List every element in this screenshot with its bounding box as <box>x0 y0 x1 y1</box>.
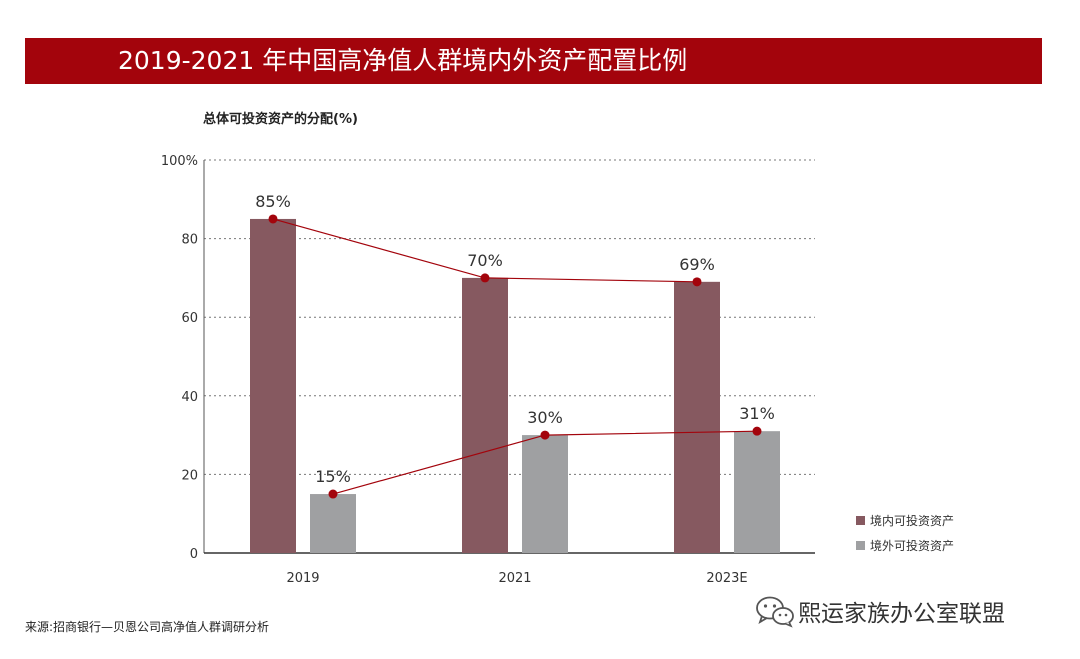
source-note: 来源:招商银行—贝恩公司高净值人群调研分析 <box>25 620 270 634</box>
x-tick-label: 2019 <box>286 571 319 586</box>
point-overseas <box>752 426 762 436</box>
x-tick-label: 2023E <box>706 571 747 586</box>
y-tick-label: 20 <box>181 468 198 483</box>
bar-overseas <box>734 431 780 553</box>
y-tick-label: 0 <box>190 547 198 562</box>
point-domestic <box>480 273 490 283</box>
point-overseas <box>328 489 338 499</box>
bar-overseas <box>310 494 356 553</box>
bar-overseas <box>522 435 568 553</box>
y-tick-label: 100% <box>161 154 198 169</box>
wechat-icon <box>756 596 794 628</box>
x-tick-label: 2021 <box>498 571 531 586</box>
y-tick-label: 60 <box>181 311 198 326</box>
data-label: 31% <box>739 404 775 423</box>
page-title: 2019-2021 年中国高净值人群境内外资产配置比例 <box>118 46 688 75</box>
bar-domestic <box>674 281 720 553</box>
y-tick-label: 80 <box>181 233 198 248</box>
bar-domestic <box>250 218 296 553</box>
point-domestic <box>268 214 278 224</box>
data-label: 69% <box>679 255 715 274</box>
data-label: 15% <box>315 467 351 486</box>
legend-swatch-overseas <box>856 541 865 550</box>
data-label: 85% <box>255 192 291 211</box>
watermark: 熙运家族办公室联盟 <box>754 594 1005 628</box>
point-overseas <box>540 430 550 440</box>
legend-label: 境外可投资资产 <box>870 538 954 553</box>
legend-label: 境内可投资资产 <box>870 513 954 528</box>
title-bar: 2019-2021 年中国高净值人群境内外资产配置比例 <box>25 38 1042 84</box>
watermark-text: 熙运家族办公室联盟 <box>798 601 1005 627</box>
data-label: 30% <box>527 408 563 427</box>
chart-subtitle: 总体可投资资产的分配(%) <box>203 112 358 127</box>
legend-swatch-domestic <box>856 516 865 525</box>
point-domestic <box>692 277 702 287</box>
bar-domestic <box>462 277 508 553</box>
y-tick-label: 40 <box>181 390 198 405</box>
data-label: 70% <box>467 251 503 270</box>
